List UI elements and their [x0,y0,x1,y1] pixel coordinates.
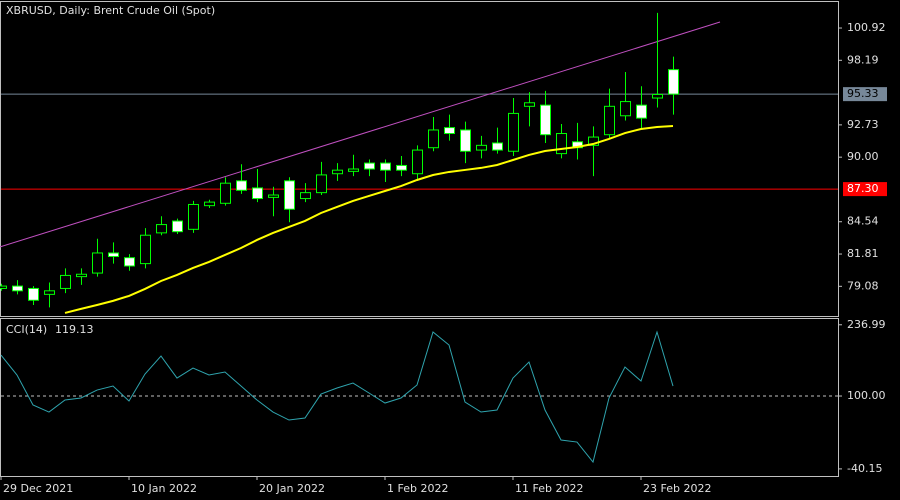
candle-body [108,252,119,258]
y-tick-label: 81.81 [847,247,879,260]
candle-body [348,168,359,172]
candle-body [60,274,71,289]
candle-body [588,136,599,146]
price-label: 95.33 [847,87,879,100]
y-tick-label: 90.00 [847,150,879,163]
candle-body [300,192,311,200]
x-tick-label: 23 Feb 2022 [643,482,711,495]
cci-line [0,330,674,464]
candle-body [0,285,7,289]
candle-body [236,180,247,191]
candle-body [556,133,567,155]
candle-body [316,174,327,194]
candle-body [460,129,471,152]
candle-body [444,127,455,135]
candle-body [332,169,343,175]
y-tick-label: 92.73 [847,118,879,131]
candle-body [28,287,39,301]
candle-body [604,105,615,136]
y-tick-label: 79.08 [847,279,879,292]
indicator-name: CCI(14) [6,323,47,336]
candle-body [188,203,199,230]
candle-body [284,180,295,210]
x-tick-label: 11 Feb 2022 [515,482,583,495]
candle-body [540,104,551,136]
candle-body [620,101,631,117]
candle-body [476,144,487,151]
candle-body [124,257,135,267]
indicator-value: 119.13 [55,323,94,336]
candle-body [524,102,535,107]
x-tick-label: 20 Jan 2022 [259,482,325,495]
candle-body [668,69,679,95]
candle-body [652,93,663,99]
y-tick-label: 84.54 [847,215,879,228]
candle-body [204,201,215,207]
trendline [0,21,721,248]
candle-body [636,104,647,119]
candle-body [252,187,263,200]
candle-body [380,162,391,171]
hline-label-box [843,182,887,197]
price-label-box [843,87,887,102]
y-tick-label: -40.15 [847,462,882,475]
y-tick-label: 100.92 [847,21,886,34]
x-tick-label: 29 Dec 2021 [3,482,73,495]
y-tick-label: 236.99 [847,318,886,331]
candle-body [12,285,23,292]
cci-pane-frame [0,318,839,477]
y-tick-label: 100.00 [847,389,886,402]
chart-title: XBRUSD, Daily: Brent Crude Oil (Spot) [6,4,215,17]
candle-body [428,129,439,149]
candle-body [44,290,55,295]
candle-body [220,182,231,204]
candle-body [268,194,279,198]
candle-body [76,273,87,278]
candle-body [92,252,103,274]
candle-body [412,149,423,175]
main-pane-frame [0,1,839,317]
x-tick-label: 1 Feb 2022 [387,482,448,495]
x-tick-label: 10 Jan 2022 [131,482,197,495]
candle-body [140,234,151,265]
candle-body [508,112,519,152]
candle-body [396,164,407,171]
candle-body [492,142,503,151]
candle-body [156,224,167,234]
moving-average [64,124,674,314]
hline-label: 87.30 [847,182,879,195]
candle-body [172,220,183,233]
candle-body [364,162,375,170]
y-tick-label: 98.19 [847,53,879,66]
